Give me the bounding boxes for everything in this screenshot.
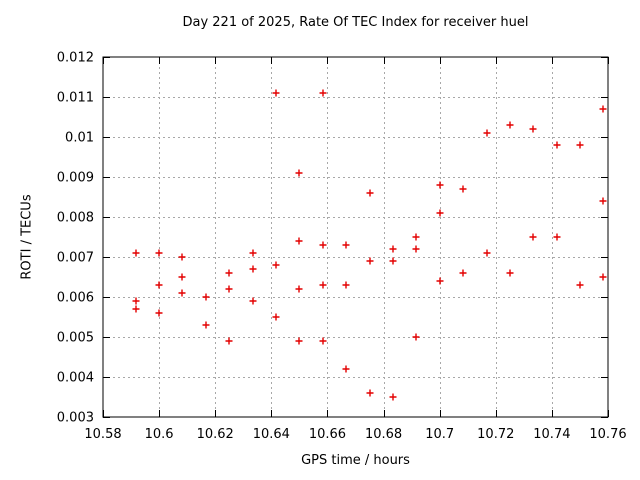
data-point-marker xyxy=(295,337,303,345)
data-point-marker xyxy=(342,281,350,289)
plot-border xyxy=(102,56,609,418)
data-point-marker xyxy=(178,253,186,261)
data-point-marker xyxy=(155,281,163,289)
chart-title: Day 221 of 2025, Rate Of TEC Index for r… xyxy=(182,15,529,30)
y-tick-label: 0.011 xyxy=(57,91,94,106)
data-point-marker xyxy=(178,289,186,297)
data-point-marker xyxy=(599,105,607,113)
x-tick-label: 10.76 xyxy=(589,427,626,442)
y-tick-label: 0.006 xyxy=(57,291,94,306)
data-point-marker xyxy=(576,141,584,149)
data-point-marker xyxy=(529,125,537,133)
x-tick-label: 10.7 xyxy=(425,427,454,442)
data-point-marker xyxy=(412,245,420,253)
x-tick-label: 10.64 xyxy=(253,427,290,442)
x-tick-label: 10.72 xyxy=(477,427,514,442)
data-point-marker xyxy=(366,389,374,397)
data-point-marker xyxy=(389,257,397,265)
data-point-marker xyxy=(412,233,420,241)
data-point-marker xyxy=(389,393,397,401)
data-point-marker xyxy=(459,185,467,193)
data-point-marker xyxy=(599,273,607,281)
data-point-marker xyxy=(553,233,561,241)
data-point-marker xyxy=(459,269,467,277)
x-tick-label: 10.6 xyxy=(145,427,174,442)
data-point-marker xyxy=(436,209,444,217)
x-tick-label: 10.58 xyxy=(84,427,121,442)
y-tick-label: 0.003 xyxy=(57,411,94,426)
data-point-marker xyxy=(366,189,374,197)
data-point-marker xyxy=(249,265,257,273)
data-point-marker xyxy=(436,277,444,285)
data-point-marker xyxy=(529,233,537,241)
y-tick-label: 0.012 xyxy=(57,51,94,66)
data-point-marker xyxy=(202,321,210,329)
data-point-marker xyxy=(319,337,327,345)
data-point-marker xyxy=(506,269,514,277)
data-point-marker xyxy=(132,249,140,257)
data-point-marker xyxy=(132,305,140,313)
data-point-marker xyxy=(319,89,327,97)
data-point-marker xyxy=(506,121,514,129)
x-tick-label: 10.66 xyxy=(309,427,346,442)
data-point-marker xyxy=(249,297,257,305)
data-point-marker xyxy=(295,169,303,177)
data-point-marker xyxy=(202,293,210,301)
data-point-marker xyxy=(155,309,163,317)
data-point-marker xyxy=(272,313,280,321)
y-tick-label: 0.009 xyxy=(57,171,94,186)
y-tick-label: 0.01 xyxy=(65,131,94,146)
data-point-marker xyxy=(483,129,491,137)
data-point-marker xyxy=(295,285,303,293)
data-point-marker xyxy=(132,297,140,305)
data-point-marker xyxy=(272,89,280,97)
data-point-marker xyxy=(249,249,257,257)
data-point-marker xyxy=(272,261,280,269)
data-point-marker xyxy=(178,273,186,281)
x-tick-label: 10.74 xyxy=(533,427,570,442)
y-tick-label: 0.004 xyxy=(57,371,94,386)
data-point-marker xyxy=(342,241,350,249)
x-tick-label: 10.62 xyxy=(197,427,234,442)
data-point-marker xyxy=(366,257,374,265)
y-tick-label: 0.007 xyxy=(57,251,94,266)
data-point-marker xyxy=(342,365,350,373)
data-point-marker xyxy=(553,141,561,149)
data-point-marker xyxy=(225,285,233,293)
data-point-marker xyxy=(576,281,584,289)
data-point-marker xyxy=(436,181,444,189)
data-point-marker xyxy=(155,249,163,257)
data-point-marker xyxy=(225,337,233,345)
data-point-marker xyxy=(295,237,303,245)
x-axis-label: GPS time / hours xyxy=(301,453,410,468)
data-point-marker xyxy=(389,245,397,253)
data-point-marker xyxy=(412,333,420,341)
y-tick-label: 0.008 xyxy=(57,211,94,226)
data-point-marker xyxy=(599,197,607,205)
data-point-marker xyxy=(483,249,491,257)
data-point-marker xyxy=(225,269,233,277)
x-tick-label: 10.68 xyxy=(365,427,402,442)
data-point-marker xyxy=(319,241,327,249)
data-point-marker xyxy=(319,281,327,289)
y-tick-label: 0.005 xyxy=(57,331,94,346)
